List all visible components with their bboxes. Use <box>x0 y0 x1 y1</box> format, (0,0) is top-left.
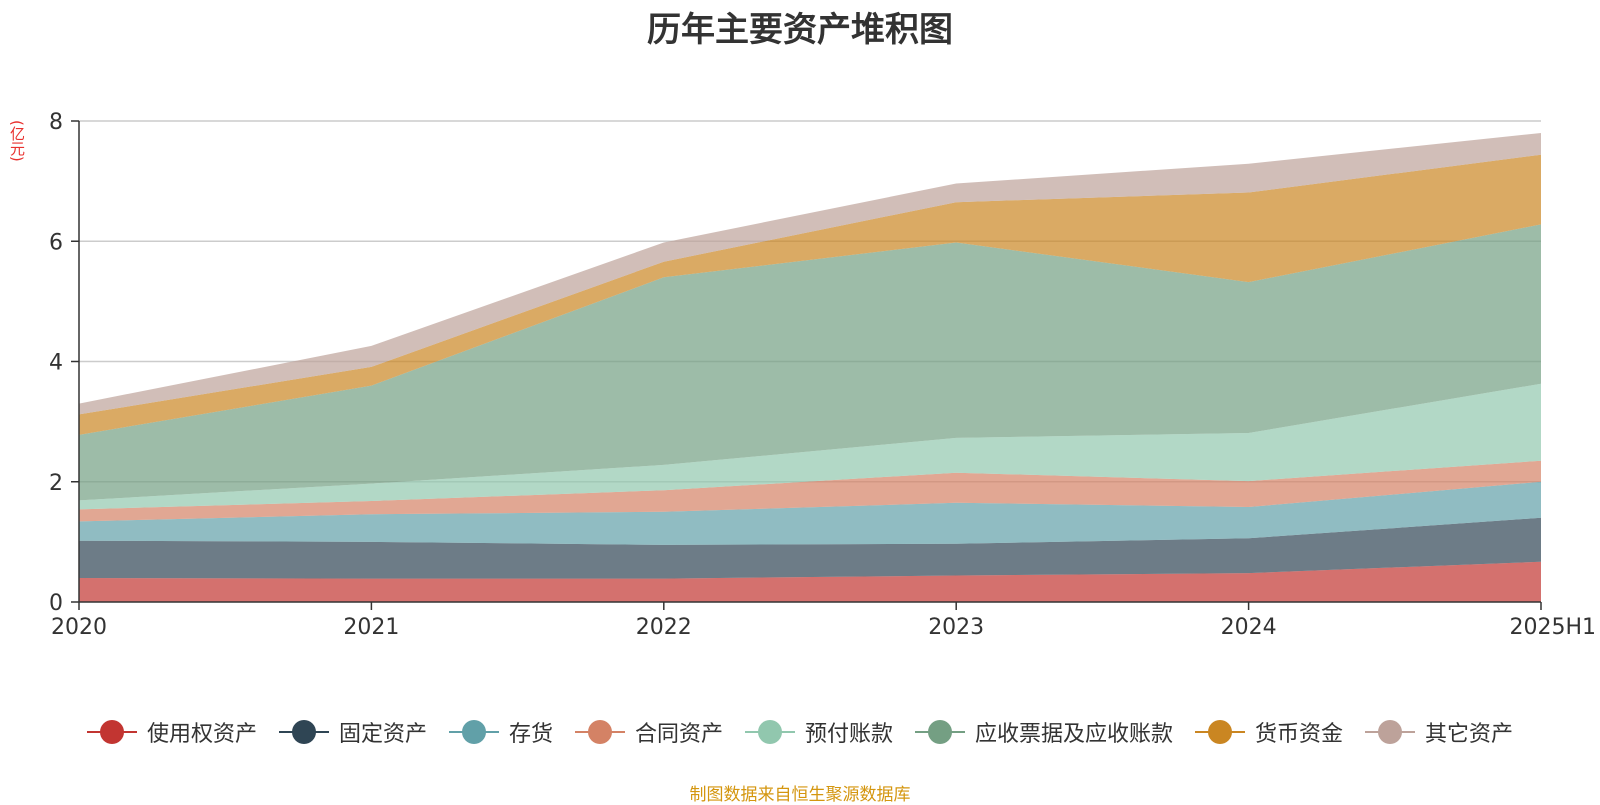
x-tick-label: 2025H1 <box>1509 615 1596 640</box>
legend-marker-dot <box>1378 720 1403 744</box>
area-series-3 <box>79 460 1541 522</box>
legend-marker-dot <box>461 720 486 744</box>
legend-marker-dot <box>928 720 953 744</box>
axes <box>78 121 1541 603</box>
legend-label: 合同资产 <box>634 722 723 747</box>
legend-marker <box>86 719 137 745</box>
y-tick-label: 0 <box>49 591 63 616</box>
x-tick-labels: 2020 2021 2022 2023 2024 2025H1 <box>51 602 1596 640</box>
area-series-1 <box>79 517 1541 579</box>
legend-marker-dot <box>1208 720 1233 744</box>
legend-item[interactable]: 其它资产 <box>1365 716 1513 748</box>
area-series-group <box>79 133 1541 602</box>
x-tick-label: 2023 <box>928 615 984 640</box>
legend-item[interactable]: 合同资产 <box>574 716 723 748</box>
legend-marker-dot <box>99 720 124 744</box>
y-tick-label: 6 <box>49 230 63 255</box>
legend-marker <box>1195 719 1246 745</box>
legend-marker-dot <box>587 720 612 744</box>
legend-item[interactable]: 应收票据及应收账款 <box>915 716 1173 748</box>
legend-marker <box>278 719 329 745</box>
legend-label: 使用权资产 <box>146 722 257 747</box>
legend-marker <box>915 719 966 745</box>
x-tick-label: 2021 <box>343 615 399 640</box>
x-tick-label: 2022 <box>636 615 692 640</box>
legend-label: 预付账款 <box>805 722 894 747</box>
x-tick-label: 2020 <box>51 615 107 640</box>
source-note: 制图数据来自恒生聚源数据库 <box>689 785 911 805</box>
legend-item[interactable]: 预付账款 <box>745 716 893 748</box>
legend-marker <box>574 719 625 745</box>
legend-label: 货币资金 <box>1255 722 1344 747</box>
area-series-5 <box>79 224 1541 501</box>
legend-marker <box>1365 719 1416 745</box>
legend-item[interactable]: 存货 <box>448 716 553 748</box>
y-tick-label: 2 <box>49 471 63 496</box>
area-series-6 <box>79 154 1541 435</box>
chart-title: 历年主要资产堆积图 <box>647 10 953 50</box>
legend-label: 存货 <box>508 722 553 747</box>
x-tick-label: 2024 <box>1221 615 1277 640</box>
legend-item[interactable]: 货币资金 <box>1195 716 1343 748</box>
legend-label: 固定资产 <box>338 722 427 747</box>
area-series-2 <box>79 481 1541 545</box>
legend-marker-dot <box>291 720 316 744</box>
legend-label: 应收票据及应收账款 <box>975 722 1174 747</box>
legend-marker <box>745 719 795 745</box>
legend-item[interactable]: 固定资产 <box>278 716 427 748</box>
legend-marker-dot <box>758 720 782 744</box>
legend-item[interactable]: 使用权资产 <box>86 716 257 748</box>
y-tick-label: 8 <box>49 110 63 135</box>
legend: 使用权资产 固定资产 存货 合同资产 预付账款 应收票据及应收账款 货币资金 其它资产 <box>0 712 1600 752</box>
area-series-7 <box>79 133 1541 415</box>
legend-label: 其它资产 <box>1425 722 1514 747</box>
area-series-4 <box>79 383 1541 510</box>
y-axis-unit-label: (亿元) <box>8 120 26 162</box>
y-tick-label: 4 <box>49 351 63 376</box>
y-tick-labels: 0 2 4 6 8 <box>49 110 63 616</box>
area-series-0 <box>79 561 1541 602</box>
legend-marker <box>448 719 499 745</box>
